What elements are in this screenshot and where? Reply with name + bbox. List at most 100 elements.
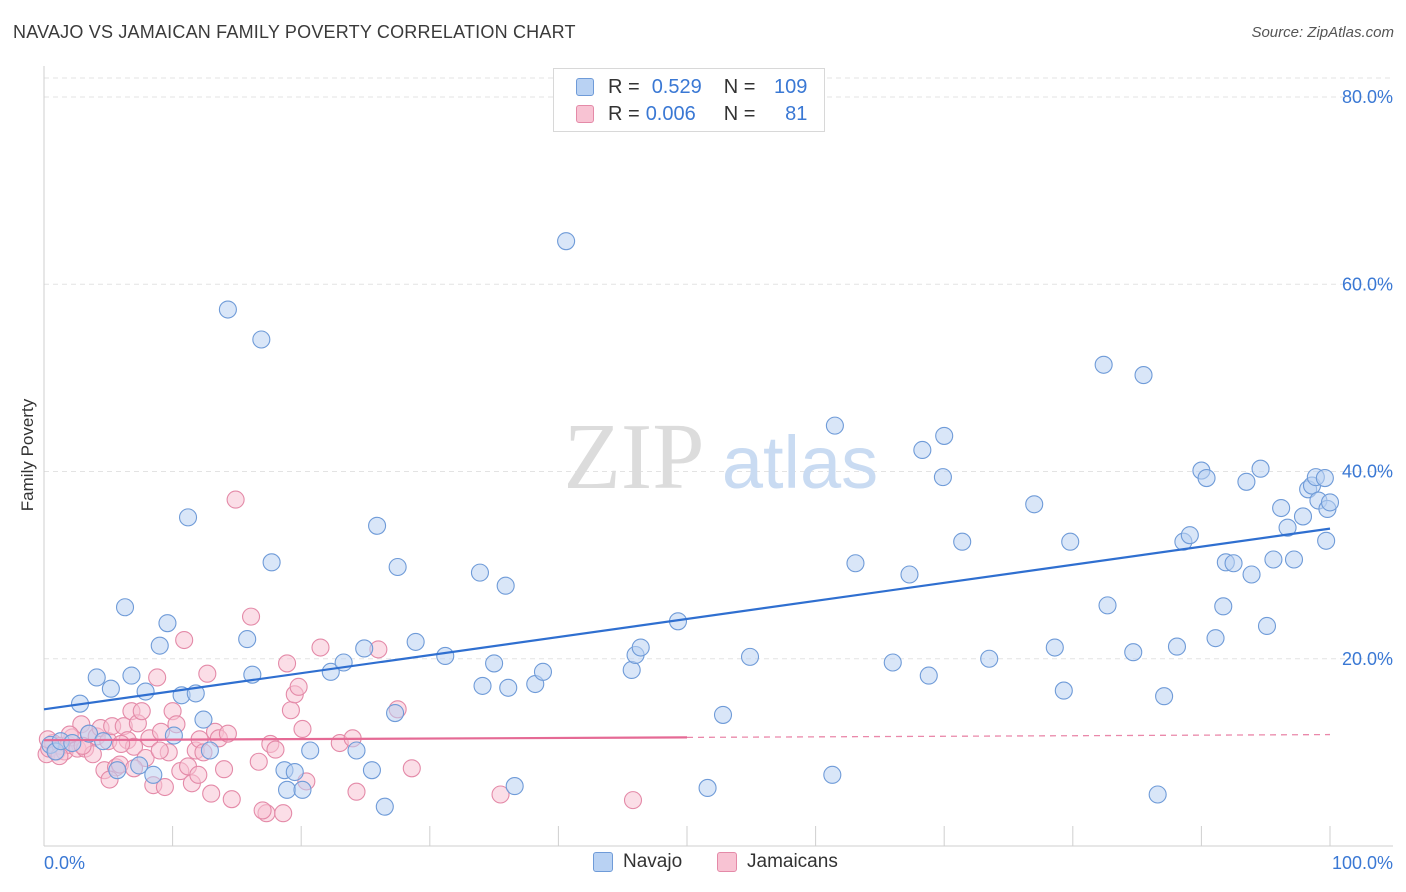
navajo-point [115,598,135,617]
navajo-point [1155,687,1174,706]
navajo-point [1180,526,1199,545]
navajo-point [1278,518,1297,537]
navajo-point [63,733,82,753]
navajo-point [375,797,394,816]
stats-legend: R = 0.529 N = 109 R = 0.006 N = 81 [553,68,825,132]
y-tick-label: 80.0% [1342,87,1393,107]
navajo-point [301,741,320,760]
bottom-legend-navajo: Navajo [593,851,682,873]
tick-labels: 20.0% 40.0% 60.0% 80.0% 0.0% 100.0% [44,87,1393,873]
watermark: ZIP atlas [564,405,879,509]
jamaicans-point [222,790,241,809]
navajo-point [178,508,198,527]
jamaicans-point [278,654,297,673]
navajo-point [1094,355,1113,374]
navajo-point [1257,616,1277,636]
navajo-point [1167,637,1187,656]
jamaicans-point [241,607,261,626]
navajo-point [1284,550,1304,569]
r-label: R = [608,75,640,98]
navajo-point [698,778,717,798]
navajo-points [41,232,1340,816]
jamaicans-point [274,804,293,823]
navajo-point [1054,681,1073,700]
navajo-point [1242,565,1261,584]
navajo-point [406,632,425,651]
navajo-point [1045,638,1064,657]
navajo-point [485,654,504,673]
navajo-point [362,761,381,780]
navajo-point [935,426,954,445]
y-tick-label: 20.0% [1342,649,1393,669]
navajo-point [1272,498,1291,518]
navajo-point [1148,785,1167,804]
navajo-point [150,636,169,655]
navajo-point [436,646,455,665]
navajo-point [252,330,271,349]
navajo-point [262,553,281,572]
navajo-point [94,732,113,751]
axes [43,66,1393,847]
navajo-point [1098,596,1117,615]
navajo-legend-swatch [593,852,613,872]
jamaicans-point [293,719,312,739]
navajo-point [557,232,576,251]
navajo-point [238,630,257,649]
jamaicans-point [150,741,169,760]
jamaicans-point [623,791,643,810]
navajo-point [136,682,155,701]
navajo-point [1251,459,1270,478]
jamaicans-point [198,664,217,683]
navajo-point [158,614,177,633]
navajo-point [496,576,515,595]
navajo-point [473,676,492,695]
jamaicans-legend-label: Jamaicans [747,851,838,872]
navajo-point [1320,493,1340,512]
navajo-point [164,726,183,745]
navajo-point [347,741,366,760]
jamaicans-point [347,782,366,801]
navajo-point [933,468,952,487]
n-value: 81 [785,102,808,125]
source-label: Source: ZipAtlas.com [1251,24,1394,41]
jamaicans-point [311,638,330,657]
navajo-point [913,440,932,460]
trend-lines [43,527,1331,742]
jamaicans-point [132,702,151,721]
y-tick-label: 40.0% [1342,462,1393,482]
navajo-point [144,765,163,784]
navajo-swatch [576,78,594,96]
jamaicans-point [266,740,285,759]
navajo-point [1124,643,1143,662]
jamaicans-point [218,724,237,743]
navajo-point [122,666,141,685]
y-tick-label: 60.0% [1342,274,1393,294]
watermark-atlas: atlas [722,421,878,504]
jamaicans-trend-line-dashed [686,733,1331,739]
jamaicans-point [155,777,174,797]
navajo-point [368,516,387,535]
r-value: 0.529 [651,75,702,98]
jamaicans-trend-line [43,736,688,742]
y-axis-label: Family Poverty [18,398,37,512]
legend-row-jamaicans: R = 0.006 N = 81 [576,102,807,126]
navajo-point [388,557,407,577]
n-label: N = [723,75,756,98]
r-value: 0.006 [645,102,696,125]
navajo-point [1317,531,1336,550]
navajo-point [505,777,524,796]
navajo-point [740,647,760,666]
navajo-point [218,300,237,319]
navajo-point [278,780,297,799]
navajo-point [293,780,312,799]
navajo-point [79,724,99,743]
navajo-point [200,741,219,760]
navajo-point [1206,629,1225,648]
navajo-point [533,662,553,681]
jamaicans-point [112,734,131,753]
navajo-point [622,660,641,680]
legend-row-navajo: R = 0.529 N = 109 [576,75,807,99]
grid-lines [44,77,1393,660]
navajo-point [108,761,127,780]
navajo-point [713,705,733,724]
